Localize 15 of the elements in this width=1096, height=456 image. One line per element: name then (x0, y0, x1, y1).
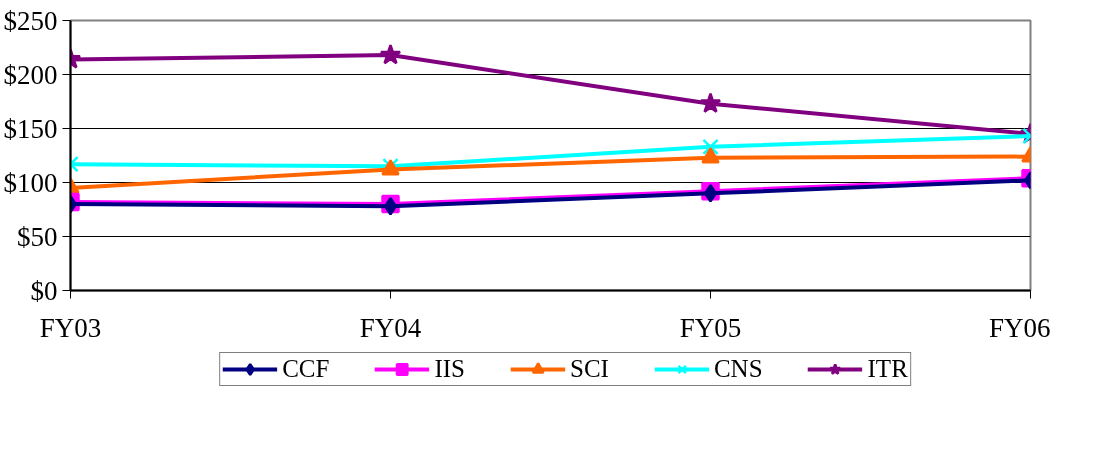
legend-label: CNS (713, 355, 763, 383)
y-tick-label: $200 (3, 59, 58, 90)
y-tick-label: $100 (3, 167, 58, 198)
legend-label: ITR (867, 355, 908, 383)
legend-label: CCF (282, 355, 330, 383)
y-tick-label: $150 (3, 113, 58, 144)
legend-label: SCI (570, 355, 609, 383)
x-tick-label: FY05 (679, 312, 742, 343)
y-tick-label: $50 (17, 221, 58, 252)
x-tick-label: FY03 (39, 312, 102, 343)
x-tick-label: FY06 (988, 312, 1051, 343)
legend-label: IIS (434, 355, 465, 383)
y-tick-label: $0 (30, 275, 58, 306)
y-tick-label: $250 (3, 5, 58, 36)
x-tick-label: FY04 (359, 312, 422, 343)
